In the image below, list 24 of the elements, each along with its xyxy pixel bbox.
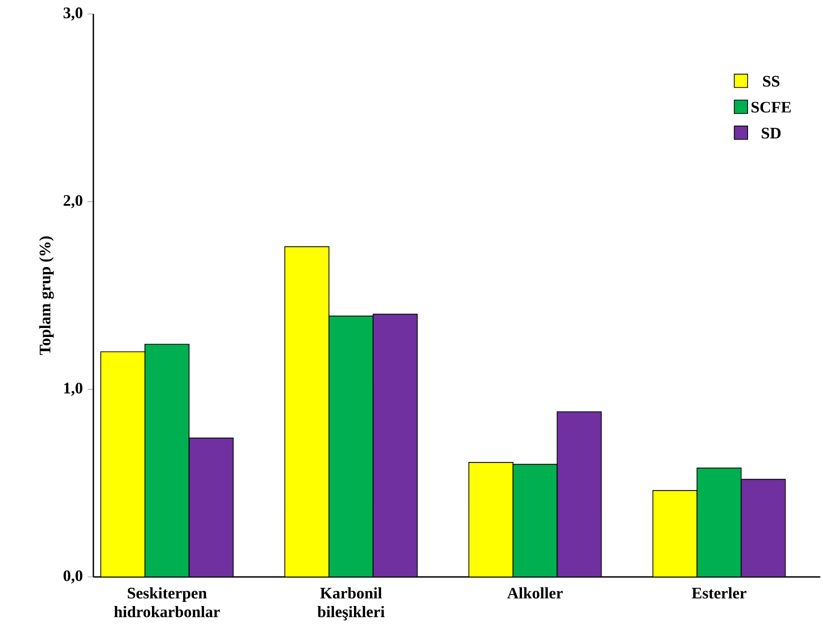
legend-label: SD: [762, 128, 781, 139]
bar: [144, 344, 190, 577]
legend-label: SS: [763, 76, 780, 87]
bar: [512, 464, 558, 577]
x-tick-label: Seskiterpen hidrokarbonlar: [114, 587, 220, 618]
bar: [740, 478, 786, 577]
bar: [696, 468, 742, 577]
y-tick-label: 2,0: [64, 195, 82, 208]
y-tick-label: 1,0: [64, 382, 82, 396]
bar: [652, 490, 698, 577]
y-tick-label: 3,0: [64, 7, 82, 21]
bar: [556, 411, 602, 577]
bar: [468, 462, 514, 577]
y-tick-label: 0,0: [64, 570, 82, 584]
x-tick-label: Karbonil bileşikleri: [317, 587, 385, 620]
bar: [188, 438, 234, 577]
bar: [100, 351, 146, 577]
bar: [372, 314, 418, 577]
y-axis-title: Toplam grup (%): [39, 236, 54, 355]
x-tick-label: Alkoller: [507, 587, 563, 599]
x-tick-label: Esterler: [692, 587, 746, 599]
bar: [284, 246, 330, 577]
legend-label: SCFE: [752, 102, 791, 113]
bar: [328, 316, 374, 577]
